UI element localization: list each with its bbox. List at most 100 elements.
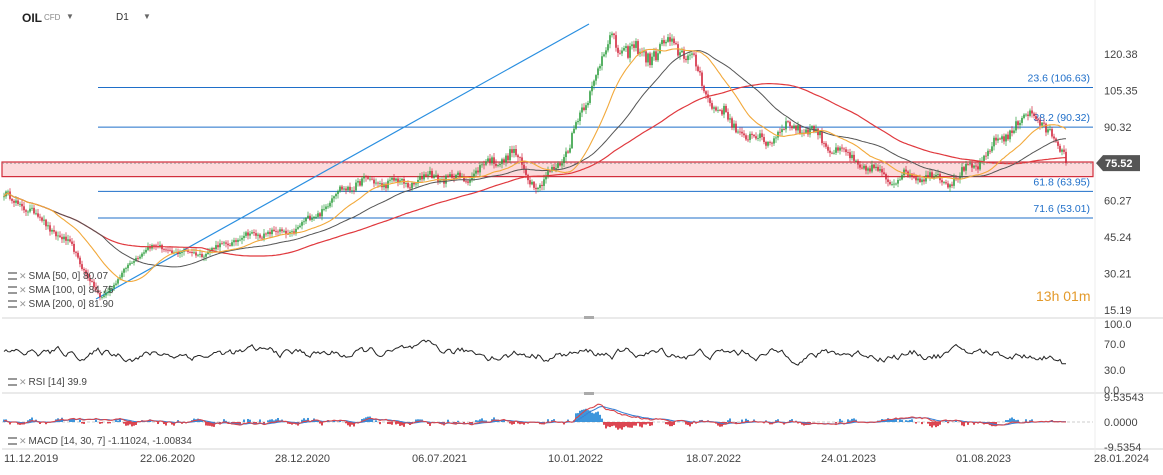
candle-body (139, 256, 141, 259)
candle-body (493, 157, 495, 164)
macd-histogram-bar (469, 422, 471, 424)
candle-body (929, 172, 931, 177)
macd-histogram-bar (667, 422, 669, 425)
close-icon[interactable]: ✕ (19, 299, 27, 309)
candle-body (853, 154, 855, 161)
candle-body (309, 215, 311, 220)
candle-body (619, 52, 621, 54)
macd-histogram-bar (207, 422, 209, 426)
candle-body (211, 248, 213, 251)
candle-body (775, 137, 777, 139)
close-icon[interactable]: ✕ (19, 271, 27, 281)
macd-histogram-bar (389, 422, 391, 425)
macd-histogram-bar (177, 420, 179, 422)
timeframe-label[interactable]: D1 (116, 12, 129, 23)
candle-body (371, 178, 373, 180)
macd-histogram-bar (399, 422, 401, 426)
candle-body (201, 253, 203, 258)
candle-body (409, 187, 411, 189)
legend-macd[interactable]: ✕ MACD [14, 30, 7] -1.11024, -1.00834 (8, 436, 192, 447)
candle-body (751, 133, 753, 135)
candle-body (949, 184, 951, 188)
candle-body (111, 288, 113, 290)
candle-body (325, 206, 327, 209)
close-icon[interactable]: ✕ (19, 436, 27, 446)
candle-body (459, 172, 461, 177)
candle-body (321, 209, 323, 217)
macd-histogram-bar (687, 422, 689, 426)
candle-body (693, 53, 695, 55)
candle-body (395, 178, 397, 181)
candle-body (165, 249, 167, 251)
date-tick-label: 18.07.2022 (686, 453, 741, 465)
candle-body (513, 149, 515, 153)
moving-averages (3, 48, 1067, 283)
candle-body (809, 128, 811, 135)
legend-sma100[interactable]: ✕ SMA [100, 0] 84.75 (8, 285, 114, 296)
macd-histogram-bar (595, 412, 597, 422)
macd-histogram-bar (417, 419, 419, 422)
candle-body (1005, 134, 1007, 142)
candle-body (315, 216, 317, 218)
symbol-dropdown-icon[interactable]: ▼ (66, 12, 74, 21)
close-icon[interactable]: ✕ (19, 377, 27, 387)
candle-body (831, 152, 833, 154)
macd-histogram-bar (267, 420, 269, 422)
candle-body (587, 102, 589, 106)
current-price-tag (1096, 155, 1140, 172)
candle-body (965, 164, 967, 171)
candle-body (299, 225, 301, 228)
candle-body (843, 148, 845, 150)
candle-body (557, 162, 559, 168)
candle-body (351, 190, 353, 192)
macd-histogram-bar (477, 420, 479, 422)
candle-body (267, 231, 269, 234)
macd-histogram-bar (1005, 420, 1007, 422)
legend-rsi[interactable]: ✕ RSI [14] 39.9 (8, 377, 87, 388)
close-icon[interactable]: ✕ (19, 285, 27, 295)
candle-body (573, 128, 575, 134)
candle-body (375, 182, 377, 184)
sma200-line (3, 83, 1067, 257)
macd-histogram-bar (689, 422, 691, 427)
macd-histogram-bar (127, 422, 129, 426)
macd-histogram-bar (637, 422, 639, 424)
candle-body (759, 133, 761, 139)
candle-body (747, 139, 749, 141)
candle-body (867, 168, 869, 171)
macd-histogram-bar (627, 422, 629, 428)
candle-body (561, 163, 563, 166)
candle-body (417, 179, 419, 184)
candle-body (551, 167, 553, 172)
macd-histogram-bar (777, 419, 779, 422)
candle-body (365, 176, 367, 178)
candle-body (159, 244, 161, 247)
candle-body (103, 295, 105, 297)
candle-body (623, 48, 625, 51)
candle-body (53, 230, 55, 232)
settings-icon[interactable] (8, 272, 17, 280)
candle-body (487, 158, 489, 162)
candle-body (825, 143, 827, 147)
legend-sma200[interactable]: ✕ SMA [200, 0] 81.90 (8, 299, 114, 310)
candle-body (833, 152, 835, 154)
symbol-label[interactable]: OIL (22, 11, 42, 25)
candle-body (95, 286, 97, 290)
legend-sma50[interactable]: ✕ SMA [50, 0] 80.07 (8, 271, 108, 282)
settings-icon[interactable] (8, 437, 17, 445)
candle-body (61, 236, 63, 240)
candle-body (701, 72, 703, 86)
settings-icon[interactable] (8, 378, 17, 386)
candle-body (393, 177, 395, 181)
macd-histogram-bar (397, 422, 399, 424)
candle-body (237, 239, 239, 242)
candle-body (357, 181, 359, 183)
timeframe-dropdown-icon[interactable]: ▼ (143, 12, 151, 21)
candle-body (571, 133, 573, 149)
settings-icon[interactable] (8, 286, 17, 294)
candle-body (33, 207, 35, 214)
candle-body (455, 174, 457, 179)
settings-icon[interactable] (8, 300, 17, 308)
candle-body (651, 56, 653, 66)
